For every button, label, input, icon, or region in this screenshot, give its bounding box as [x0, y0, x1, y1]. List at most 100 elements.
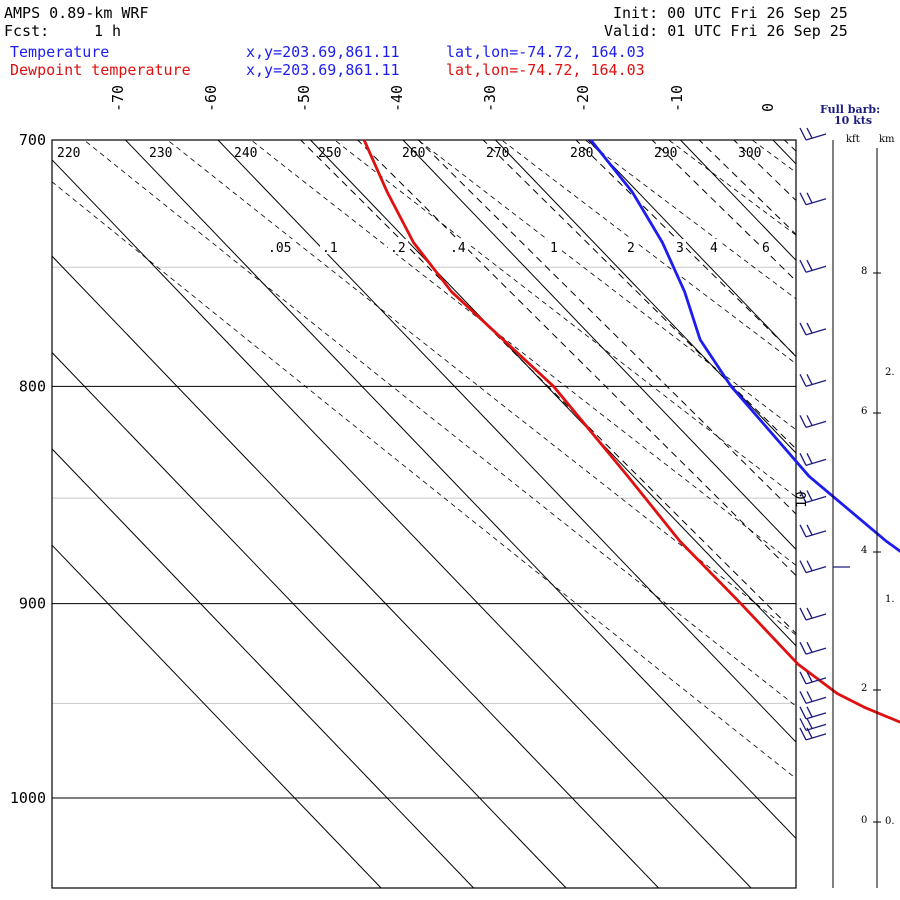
wind-barb-staff	[805, 458, 827, 466]
wind-barb-flag	[799, 727, 807, 741]
wind-barb-flag	[806, 671, 813, 683]
pressure-tick-label: 1000	[10, 789, 46, 807]
mixing-ratio-line	[356, 140, 796, 577]
isotherm-line	[52, 255, 659, 888]
mixing-ratio-label-bg	[708, 239, 720, 254]
isotherm-line	[125, 140, 796, 840]
km-tick: 1.	[885, 594, 895, 605]
wind-barb-staff	[805, 420, 827, 429]
pressure-tick-label: 900	[19, 595, 46, 613]
mixing-ratio-line	[879, 114, 900, 889]
wind-barb	[799, 607, 827, 621]
wind-barb	[799, 374, 827, 387]
wind-barb	[799, 322, 827, 336]
mixing-ratio-label: 6	[762, 241, 770, 256]
wind-barb-flag	[799, 453, 807, 466]
wind-barb-flag	[806, 259, 813, 271]
wind-barb-staff	[805, 677, 827, 685]
isotherm-line	[495, 140, 796, 454]
wind-barb-flag	[806, 641, 813, 653]
wind-barb-flag	[806, 560, 813, 571]
dewpoint-profile	[362, 139, 900, 724]
mixing-ratio-label: .4	[450, 241, 466, 256]
theta-label: 300	[738, 146, 761, 161]
wind-barb-flag	[799, 718, 807, 731]
wind-barb-flag	[799, 259, 807, 273]
forecast-label: Fcst:	[4, 22, 50, 40]
wind-barb-flag	[806, 490, 813, 501]
kft-tick: 8	[861, 266, 868, 277]
theta-label: 240	[234, 146, 257, 161]
wind-barb-flag	[806, 374, 813, 385]
wind-barb-flag	[806, 727, 813, 739]
valid-time: Valid: 01 UTC Fri 26 Sep 25	[604, 22, 848, 40]
mixing-ratio-label-bg	[388, 239, 408, 254]
isotherm-line	[866, 140, 900, 888]
mixing-ratio-label: 2	[627, 241, 635, 256]
isotherm-label: -40	[388, 85, 406, 112]
wind-barb-staff	[805, 712, 827, 720]
wind-barb	[799, 192, 827, 206]
wind-barb-flag	[806, 453, 813, 464]
legend-temperature-xy: x,y=203.69,861.11	[246, 43, 400, 61]
wind-barb-flag	[806, 706, 813, 718]
wind-barb	[799, 127, 827, 141]
dry-adiabat	[83, 140, 796, 707]
mixing-ratio-label: 4	[710, 241, 718, 256]
kft-tick: 2	[861, 683, 868, 694]
km-tick: 0.	[885, 816, 895, 827]
wind-barb-staff	[805, 647, 827, 655]
km-label: km	[879, 134, 895, 145]
wind-barb-flag	[806, 192, 813, 204]
plot-area	[52, 114, 900, 889]
isotherm-line	[52, 159, 752, 888]
theta-label: 230	[149, 146, 172, 161]
mixing-ratio-label-bg	[448, 239, 468, 254]
isotherm-line	[217, 140, 796, 743]
wind-barb-staff	[805, 733, 827, 741]
dry-adiabat	[584, 140, 796, 300]
dry-adiabat	[52, 181, 796, 780]
wind-barb	[799, 524, 827, 538]
dry-adiabat	[417, 140, 796, 431]
wind-barb-staff	[805, 328, 827, 336]
wind-barb-flag	[799, 691, 807, 704]
theta-label: 270	[486, 146, 509, 161]
wind-barb-staff	[805, 265, 827, 273]
mixing-ratio-label: 3	[676, 241, 684, 256]
isotherm-label: 0	[759, 103, 777, 112]
wind-barb-flag	[799, 415, 807, 428]
pressure-tick-label: 700	[19, 131, 46, 149]
legend-temperature-latlon: lat,lon=-74.72, 164.03	[446, 43, 645, 61]
dry-adiabat	[250, 140, 796, 566]
wind-barb-staff	[805, 613, 827, 621]
isotherm-label: -70	[109, 85, 127, 112]
mixing-ratio-label-bg	[266, 239, 294, 254]
wind-barb-staff	[805, 723, 827, 731]
theta-label: 260	[402, 146, 425, 161]
dry-adiabat	[800, 114, 900, 889]
mixing-ratio-line	[783, 140, 796, 152]
wind-barb-staff	[805, 530, 827, 538]
wind-barb-flag	[799, 607, 807, 621]
mixing-ratio-line	[651, 140, 796, 282]
wind-barb	[799, 259, 827, 273]
wind-barb-staff	[805, 696, 827, 704]
wind-barb-flag	[799, 560, 807, 573]
wind-barb-flag	[806, 415, 813, 426]
wind-barb-flag	[806, 524, 813, 536]
wind-barb-flag	[799, 490, 807, 503]
isotherm-label: -20	[574, 85, 592, 112]
wind-barb-staff	[805, 198, 827, 206]
legend-temperature-name: Temperature	[10, 43, 110, 61]
mixing-ratio-label-bg	[320, 239, 340, 254]
rotated-height-label: 10	[794, 491, 810, 508]
wind-barb-flag	[806, 322, 813, 334]
mixing-ratio-line	[299, 140, 796, 635]
mixing-ratio-line	[698, 140, 796, 236]
wind-barb-staff	[805, 379, 827, 387]
mixing-ratio-label: 1	[550, 241, 558, 256]
wind-barb	[799, 490, 827, 504]
kft-tick: 6	[861, 406, 868, 417]
